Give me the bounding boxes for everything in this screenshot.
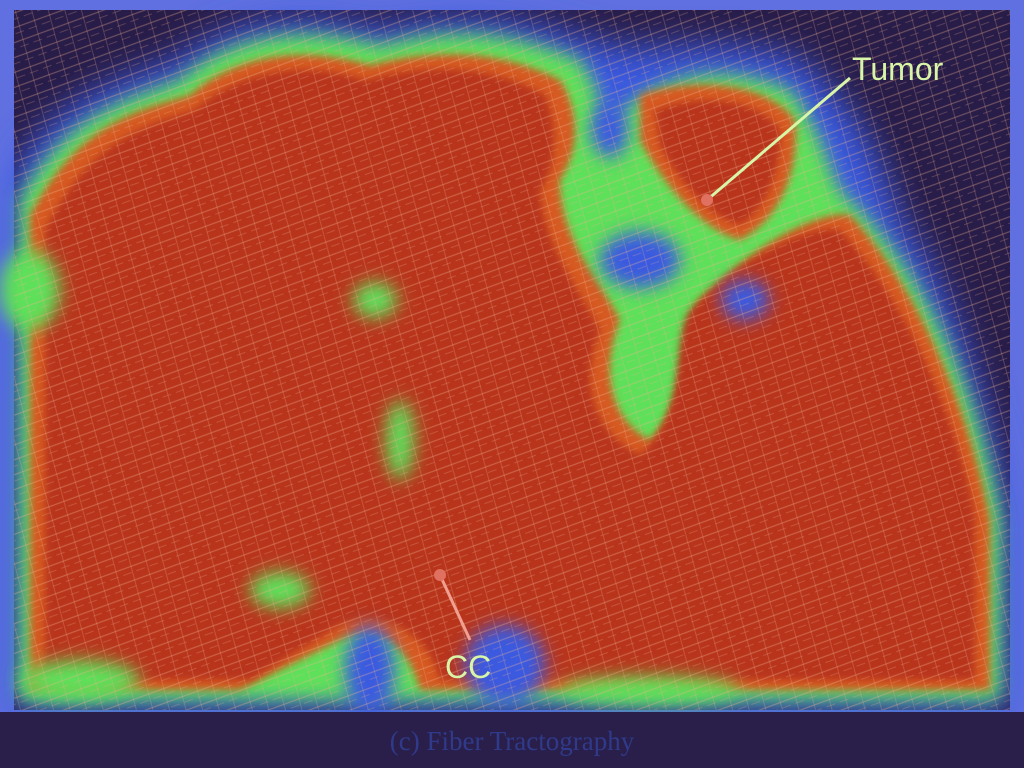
tumor-label: Tumor: [852, 51, 944, 87]
caption-text: Fiber Tractography: [426, 726, 635, 756]
figure-caption: (c) Fiber Tractography: [0, 726, 1024, 757]
tumor-pointer: [706, 76, 851, 202]
caption-tag: (c): [389, 726, 420, 756]
tumor-annotation: Tumor: [701, 51, 944, 206]
tumor-marker: [701, 194, 713, 206]
fiber-texture-2: [14, 10, 1010, 710]
cc-marker: [434, 569, 446, 581]
cc-annotation: CC: [434, 569, 491, 685]
cc-label: CC: [445, 649, 491, 685]
heat-layers: [0, 10, 1010, 712]
cc-pointer: [438, 574, 472, 641]
